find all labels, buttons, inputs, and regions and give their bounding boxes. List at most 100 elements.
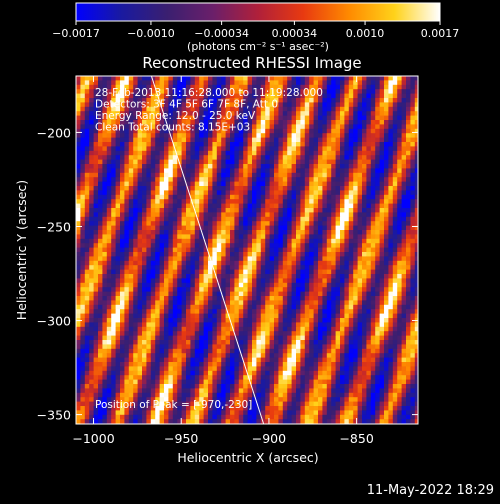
heatmap-cell [296,340,301,345]
heatmap-cell [397,292,402,297]
heatmap-cell [353,133,358,138]
heatmap-cell [305,186,310,191]
heatmap-cell [397,322,402,327]
heatmap-cell [296,239,301,244]
heatmap-cell [129,300,134,305]
heatmap-cell [221,248,226,253]
heatmap-cell [331,190,336,195]
heatmap-cell [393,309,398,314]
heatmap-cell [296,331,301,336]
heatmap-cell [362,243,367,248]
heatmap-cell [261,208,266,213]
heatmap-cell [204,274,209,279]
heatmap-cell [160,314,165,319]
heatmap-cell [155,160,160,165]
heatmap-cell [305,331,310,336]
heatmap-cell [322,256,327,261]
heatmap-cell [124,199,129,204]
heatmap-cell [397,182,402,187]
heatmap-cell [331,331,336,336]
heatmap-cell [375,173,380,178]
heatmap-cell [234,173,239,178]
heatmap-cell [226,283,231,288]
heatmap-cell [362,314,367,319]
heatmap-cell [274,129,279,134]
heatmap-cell [270,314,275,319]
heatmap-cell [155,155,160,160]
heatmap-cell [270,300,275,305]
heatmap-cell [397,243,402,248]
heatmap-cell [415,199,420,204]
heatmap-cell [406,300,411,305]
heatmap-cell [340,151,345,156]
heatmap-cell [314,76,319,81]
heatmap-cell [344,314,349,319]
heatmap-cell [344,322,349,327]
heatmap-cell [265,261,270,266]
heatmap-cell [318,120,323,125]
heatmap-cell [336,278,341,283]
heatmap-cell [327,300,332,305]
heatmap-cell [327,76,332,81]
heatmap-cell [296,270,301,275]
heatmap-cell [327,353,332,358]
heatmap-cell [292,327,297,332]
heatmap-cell [226,182,231,187]
heatmap-cell [309,146,314,151]
heatmap-cell [388,336,393,341]
heatmap-cell [168,182,173,187]
heatmap-cell [340,305,345,310]
heatmap-cell [98,146,103,151]
heatmap-cell [256,133,261,138]
heatmap-cell [173,164,178,169]
heatmap-cell [331,186,336,191]
heatmap-cell [221,190,226,195]
heatmap-cell [85,292,90,297]
heatmap-cell [349,261,354,266]
heatmap-cell [256,252,261,257]
heatmap-cell [327,199,332,204]
heatmap-cell [124,160,129,165]
heatmap-cell [124,186,129,191]
heatmap-cell [217,353,222,358]
heatmap-cell [116,230,121,235]
heatmap-cell [146,168,151,173]
heatmap-cell [349,340,354,345]
heatmap-cell [199,296,204,301]
heatmap-cell [186,336,191,341]
heatmap-cell [410,230,415,235]
heatmap-cell [415,292,420,297]
heatmap-cell [190,160,195,165]
heatmap-cell [234,239,239,244]
heatmap-cell [287,349,292,354]
heatmap-cell [380,142,385,147]
heatmap-cell [278,133,283,138]
heatmap-cell [415,239,420,244]
heatmap-cell [226,292,231,297]
heatmap-cell [384,305,389,310]
heatmap-cell [243,252,248,257]
heatmap-cell [278,336,283,341]
heatmap-cell [164,248,169,253]
heatmap-cell [340,146,345,151]
heatmap-cell [155,138,160,143]
heatmap-cell [349,107,354,112]
heatmap-cell [380,182,385,187]
heatmap-cell [124,133,129,138]
heatmap-cell [362,226,367,231]
heatmap-cell [98,142,103,147]
heatmap-cell [410,274,415,279]
heatmap-cell [186,274,191,279]
heatmap-cell [76,300,81,305]
heatmap-cell [177,283,182,288]
heatmap-cell [124,212,129,217]
heatmap-cell [80,270,85,275]
heatmap-cell [388,274,393,279]
heatmap-cell [111,318,116,323]
heatmap-cell [393,120,398,125]
heatmap-cell [265,331,270,336]
heatmap-cell [111,252,116,257]
heatmap-cell [186,270,191,275]
heatmap-cell [76,252,81,257]
heatmap-cell [344,296,349,301]
